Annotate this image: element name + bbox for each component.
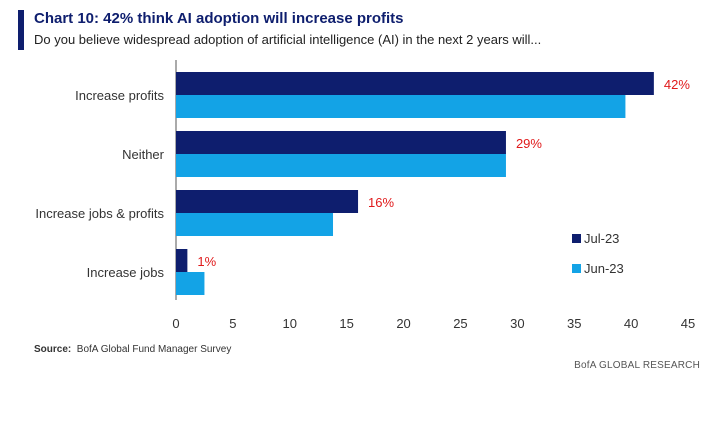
x-tick-label: 20 [396, 316, 410, 331]
category-label: Increase profits [75, 88, 164, 103]
bar-jun23 [176, 213, 334, 236]
x-tick-label: 5 [229, 316, 236, 331]
category-label: Increase jobs [87, 265, 165, 280]
bar-jul23 [176, 249, 188, 272]
x-tick-label: 45 [681, 316, 695, 331]
x-tick-label: 30 [510, 316, 524, 331]
legend-swatch-jun23 [572, 264, 581, 273]
x-tick-label: 15 [339, 316, 353, 331]
data-label: 1% [197, 254, 216, 269]
bar-jul23 [176, 131, 506, 154]
category-label: Increase jobs & profits [35, 206, 164, 221]
x-tick-label: 25 [453, 316, 467, 331]
source-label: Source: [34, 344, 72, 355]
data-label: 42% [664, 77, 690, 92]
chart-subtitle: Do you believe widespread adoption of ar… [34, 32, 542, 47]
source-note: Source: BofA Global Fund Manager Survey [34, 344, 231, 355]
brand-label: BofA GLOBAL RESEARCH [574, 360, 700, 371]
x-tick-label: 35 [567, 316, 581, 331]
bar-jun23 [176, 272, 205, 295]
x-tick-label: 0 [172, 316, 179, 331]
legend-swatch-jul23 [572, 234, 581, 243]
bar-jun23 [176, 95, 626, 118]
data-label: 29% [516, 136, 542, 151]
category-label: Neither [122, 147, 165, 162]
legend-label: Jul-23 [584, 231, 619, 246]
legend-label: Jun-23 [584, 261, 624, 276]
title-accent-bar [18, 10, 24, 50]
chart-title: Chart 10: 42% think AI adoption will inc… [34, 10, 404, 27]
bar-jul23 [176, 190, 359, 213]
bar-jul23 [176, 72, 654, 95]
data-label: 16% [368, 195, 394, 210]
x-tick-label: 10 [283, 316, 297, 331]
bar-jun23 [176, 154, 506, 177]
source-text: BofA Global Fund Manager Survey [76, 344, 232, 355]
x-tick-label: 40 [624, 316, 638, 331]
